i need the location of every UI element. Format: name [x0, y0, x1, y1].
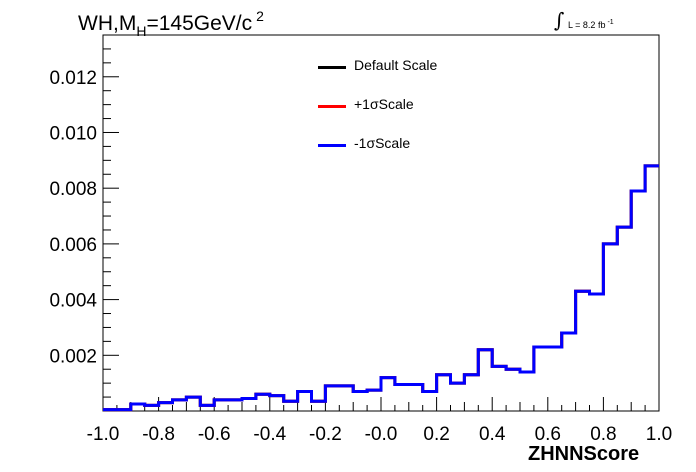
y-tick-label: 0.008 — [49, 179, 97, 200]
x-tick-label: -0.6 — [198, 424, 231, 445]
title-main: WH,M — [78, 12, 137, 35]
legend: Default Scale +1σScale -1σScale — [318, 57, 518, 174]
luminosity-superscript: -1 — [607, 19, 614, 26]
y-tick-label: 0.012 — [49, 68, 97, 89]
legend-swatch — [318, 105, 346, 108]
integral-icon: ∫ — [554, 8, 565, 32]
legend-label: +1σScale — [354, 96, 414, 112]
title-rest: =145GeV/c — [146, 12, 253, 35]
y-tick-label: 0.010 — [49, 123, 97, 144]
x-axis-label: ZHNNScore — [528, 443, 640, 465]
x-tick-label: 0.6 — [535, 424, 561, 445]
legend-swatch — [318, 144, 346, 147]
y-axis: 0.002 0.004 0.006 0.008 0.010 0.012 — [49, 34, 119, 398]
chart-title: WH,MH=145GeV/c 2 — [78, 8, 264, 39]
x-axis: -1.0 -0.8 -0.6 -0.4 -0.2 -0.0 0.2 0.4 0.6 0.8 1.0 — [87, 397, 672, 445]
legend-label: Default Scale — [354, 57, 438, 73]
series-layer — [103, 164, 659, 412]
x-tick-label: 0.8 — [590, 424, 616, 445]
legend-swatch — [318, 66, 346, 69]
x-tick-label: -0.8 — [142, 424, 175, 445]
luminosity-text: L = 8.2 fb — [568, 20, 606, 30]
x-tick-label: 1.0 — [646, 424, 672, 445]
x-tick-label: -0.4 — [253, 424, 286, 445]
x-tick-label: 0.4 — [479, 424, 506, 445]
legend-entry: -1σScale — [318, 135, 518, 174]
legend-label: -1σScale — [354, 135, 411, 151]
title-superscript: 2 — [256, 8, 264, 24]
y-tick-label: 0.004 — [49, 291, 97, 312]
title-subscript: H — [136, 23, 147, 39]
legend-entry: +1σScale — [318, 96, 518, 135]
y-tick-label: 0.002 — [49, 346, 97, 367]
x-tick-label: -0.2 — [309, 424, 342, 445]
x-tick-label: -1.0 — [87, 424, 120, 445]
histogram-series-2 — [103, 164, 659, 412]
x-tick-label: -0.0 — [365, 424, 398, 445]
histogram-series-1 — [103, 164, 659, 412]
y-tick-label: 0.006 — [49, 235, 97, 256]
legend-entry: Default Scale — [318, 57, 518, 96]
x-tick-label: 0.2 — [423, 424, 449, 445]
histogram-series-0 — [103, 164, 659, 412]
